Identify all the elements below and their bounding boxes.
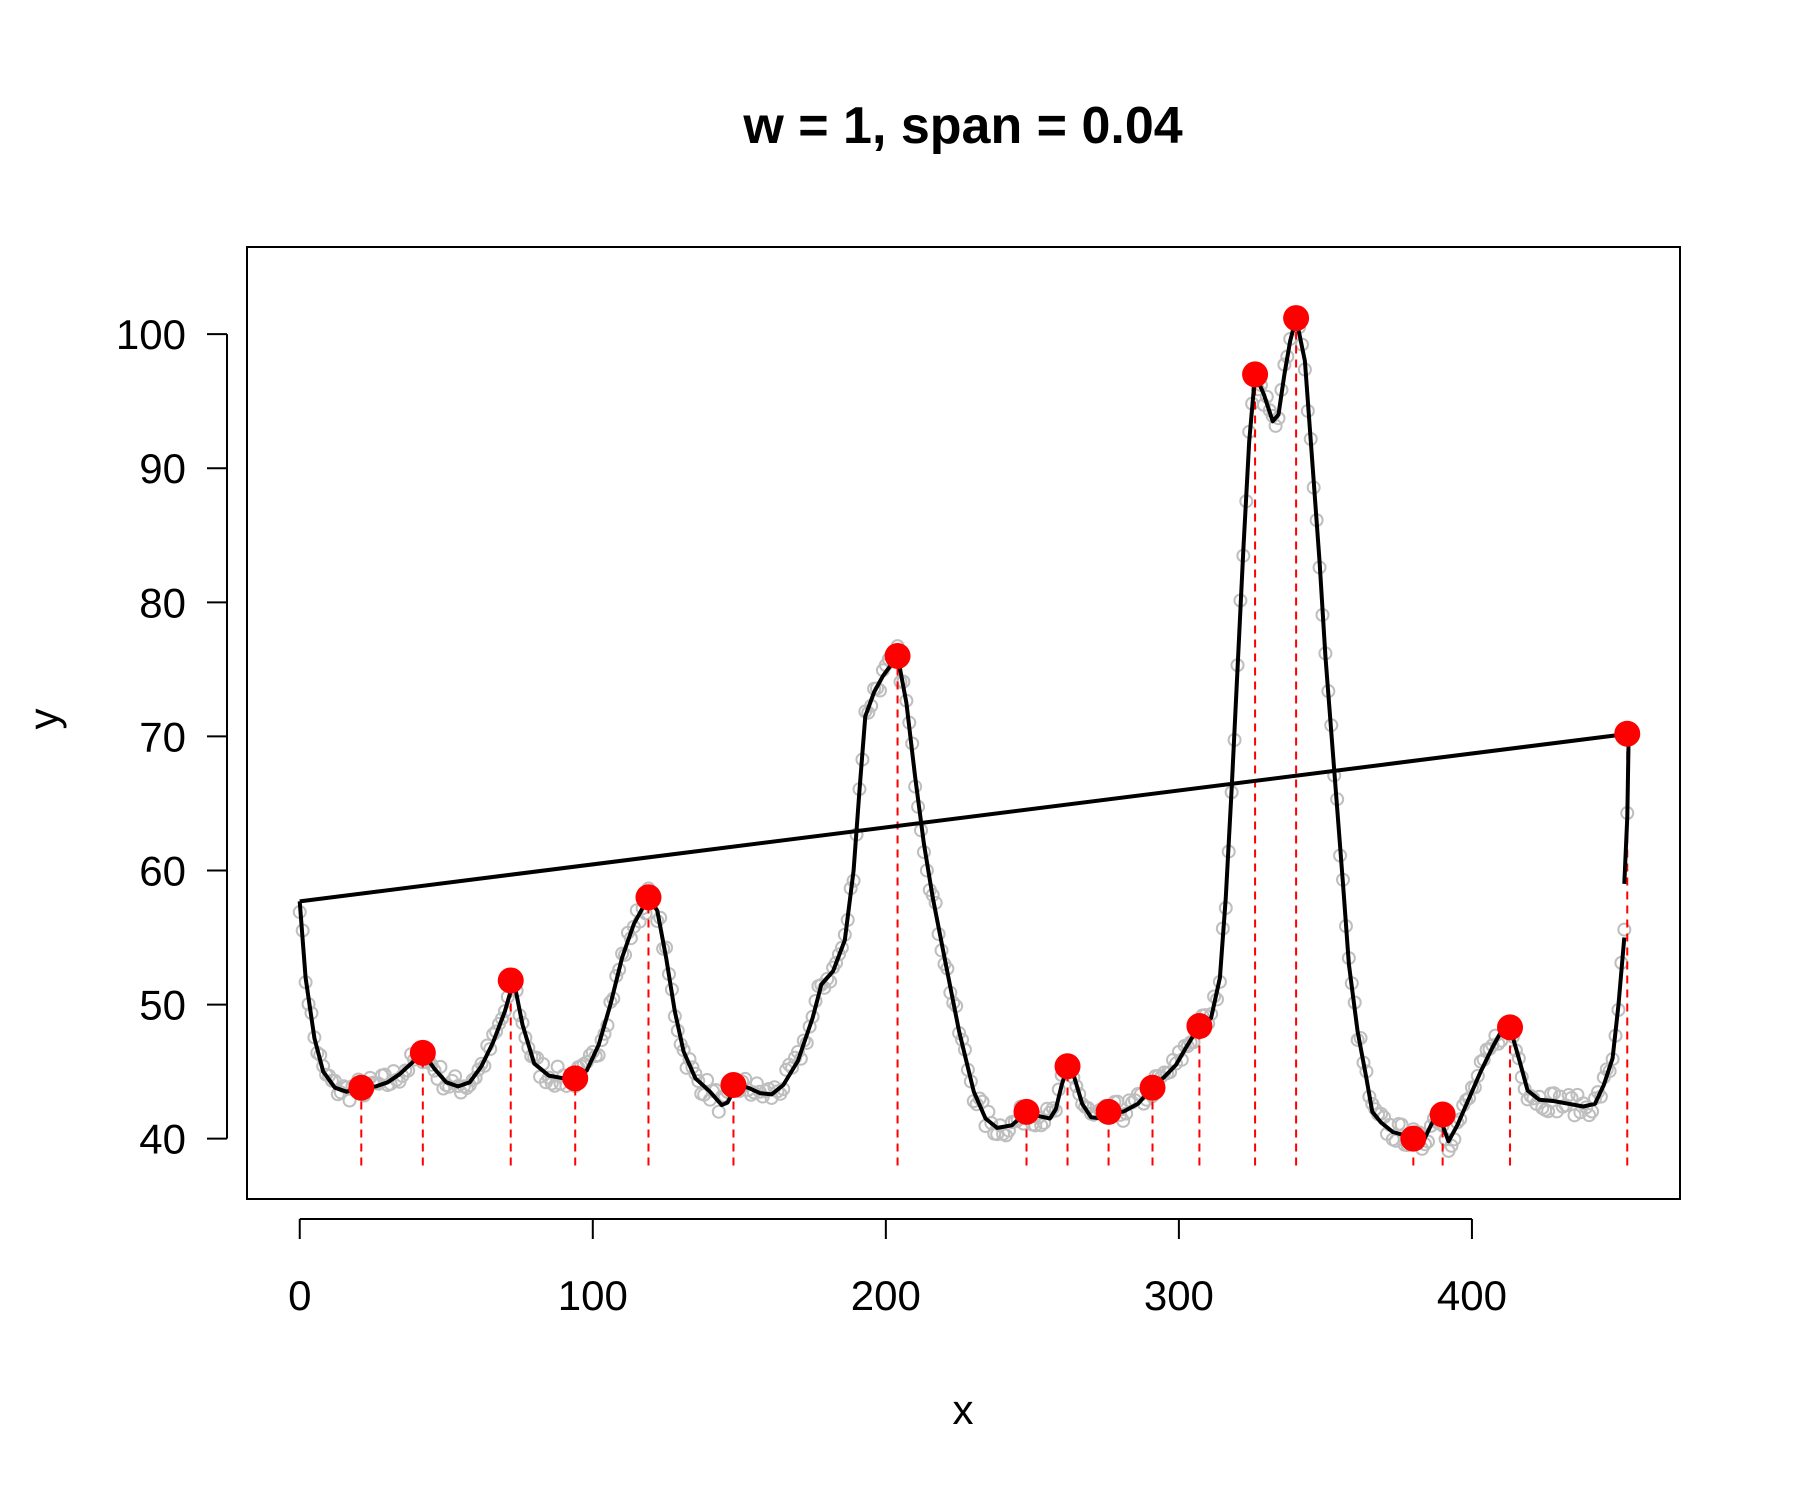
smooth-curve-tail bbox=[1622, 733, 1631, 884]
peak-marker bbox=[1186, 1013, 1213, 1040]
raw-point bbox=[1582, 1108, 1597, 1123]
y-tick-label: 40 bbox=[139, 1116, 186, 1163]
x-tick-label: 0 bbox=[288, 1272, 311, 1319]
plot-frame bbox=[246, 246, 1681, 1200]
y-tick-label: 70 bbox=[139, 713, 186, 760]
x-axis: 0 100 200 300 400 bbox=[288, 1218, 1507, 1319]
peak-marker bbox=[562, 1065, 589, 1092]
raw-point bbox=[465, 1072, 480, 1087]
raw-point bbox=[1040, 1101, 1055, 1116]
raw-point bbox=[1034, 1118, 1049, 1133]
raw-point bbox=[474, 1056, 489, 1071]
y-tick-label: 100 bbox=[116, 311, 186, 358]
y-tick-label: 90 bbox=[139, 445, 186, 492]
x-axis-label: x bbox=[953, 1386, 974, 1433]
peak-marker bbox=[409, 1039, 436, 1066]
peak-marker bbox=[1095, 1098, 1122, 1125]
smooth-curve bbox=[297, 316, 1627, 1146]
chart-title: w = 1, span = 0.04 bbox=[742, 97, 1182, 155]
peak-marker bbox=[1614, 720, 1641, 747]
trend-line bbox=[299, 731, 1629, 904]
peak-marker bbox=[1429, 1101, 1456, 1128]
peak-marker bbox=[1283, 305, 1310, 332]
y-axis: 40 50 60 70 80 90 100 bbox=[116, 311, 228, 1163]
peak-marker bbox=[720, 1072, 747, 1099]
x-tick-label: 200 bbox=[851, 1272, 921, 1319]
raw-point bbox=[1394, 1117, 1409, 1132]
raw-point bbox=[711, 1104, 726, 1119]
x-tick-label: 100 bbox=[558, 1272, 628, 1319]
peak-marker bbox=[635, 884, 662, 911]
raw-point bbox=[1541, 1104, 1556, 1119]
raw-point bbox=[342, 1093, 357, 1108]
raw-point bbox=[700, 1073, 715, 1088]
peak-marker bbox=[1400, 1125, 1427, 1152]
raw-point bbox=[820, 971, 835, 986]
raw-point bbox=[870, 681, 885, 696]
y-tick-label: 80 bbox=[139, 579, 186, 626]
raw-point bbox=[1617, 922, 1632, 937]
y-tick-label: 60 bbox=[139, 847, 186, 894]
raw-points-layer bbox=[292, 306, 1635, 1158]
raw-point bbox=[691, 1074, 706, 1089]
y-tick-label: 50 bbox=[139, 982, 186, 1029]
peak-marker bbox=[1497, 1014, 1524, 1041]
trend-line-layer bbox=[299, 731, 1629, 904]
peak-marker bbox=[1139, 1074, 1166, 1101]
raw-point bbox=[550, 1059, 565, 1074]
y-axis-label: y bbox=[20, 709, 67, 730]
smooth-curve-layer bbox=[297, 316, 1631, 1146]
x-tick-label: 300 bbox=[1144, 1272, 1214, 1319]
peak-marker bbox=[1242, 361, 1269, 388]
raw-point bbox=[749, 1076, 764, 1091]
peak-marker bbox=[348, 1074, 375, 1101]
peak-marker bbox=[884, 642, 911, 669]
raw-point bbox=[834, 940, 849, 955]
raw-point bbox=[1561, 1088, 1576, 1103]
raw-point bbox=[436, 1081, 451, 1096]
peak-dashed-lines bbox=[360, 318, 1629, 1166]
peak-marker bbox=[1054, 1053, 1081, 1080]
peak-markers bbox=[348, 305, 1641, 1152]
peak-marker bbox=[1013, 1098, 1040, 1125]
x-tick-label: 400 bbox=[1437, 1272, 1507, 1319]
raw-point bbox=[483, 1042, 498, 1057]
raw-point bbox=[448, 1069, 463, 1084]
peak-marker bbox=[497, 967, 524, 994]
